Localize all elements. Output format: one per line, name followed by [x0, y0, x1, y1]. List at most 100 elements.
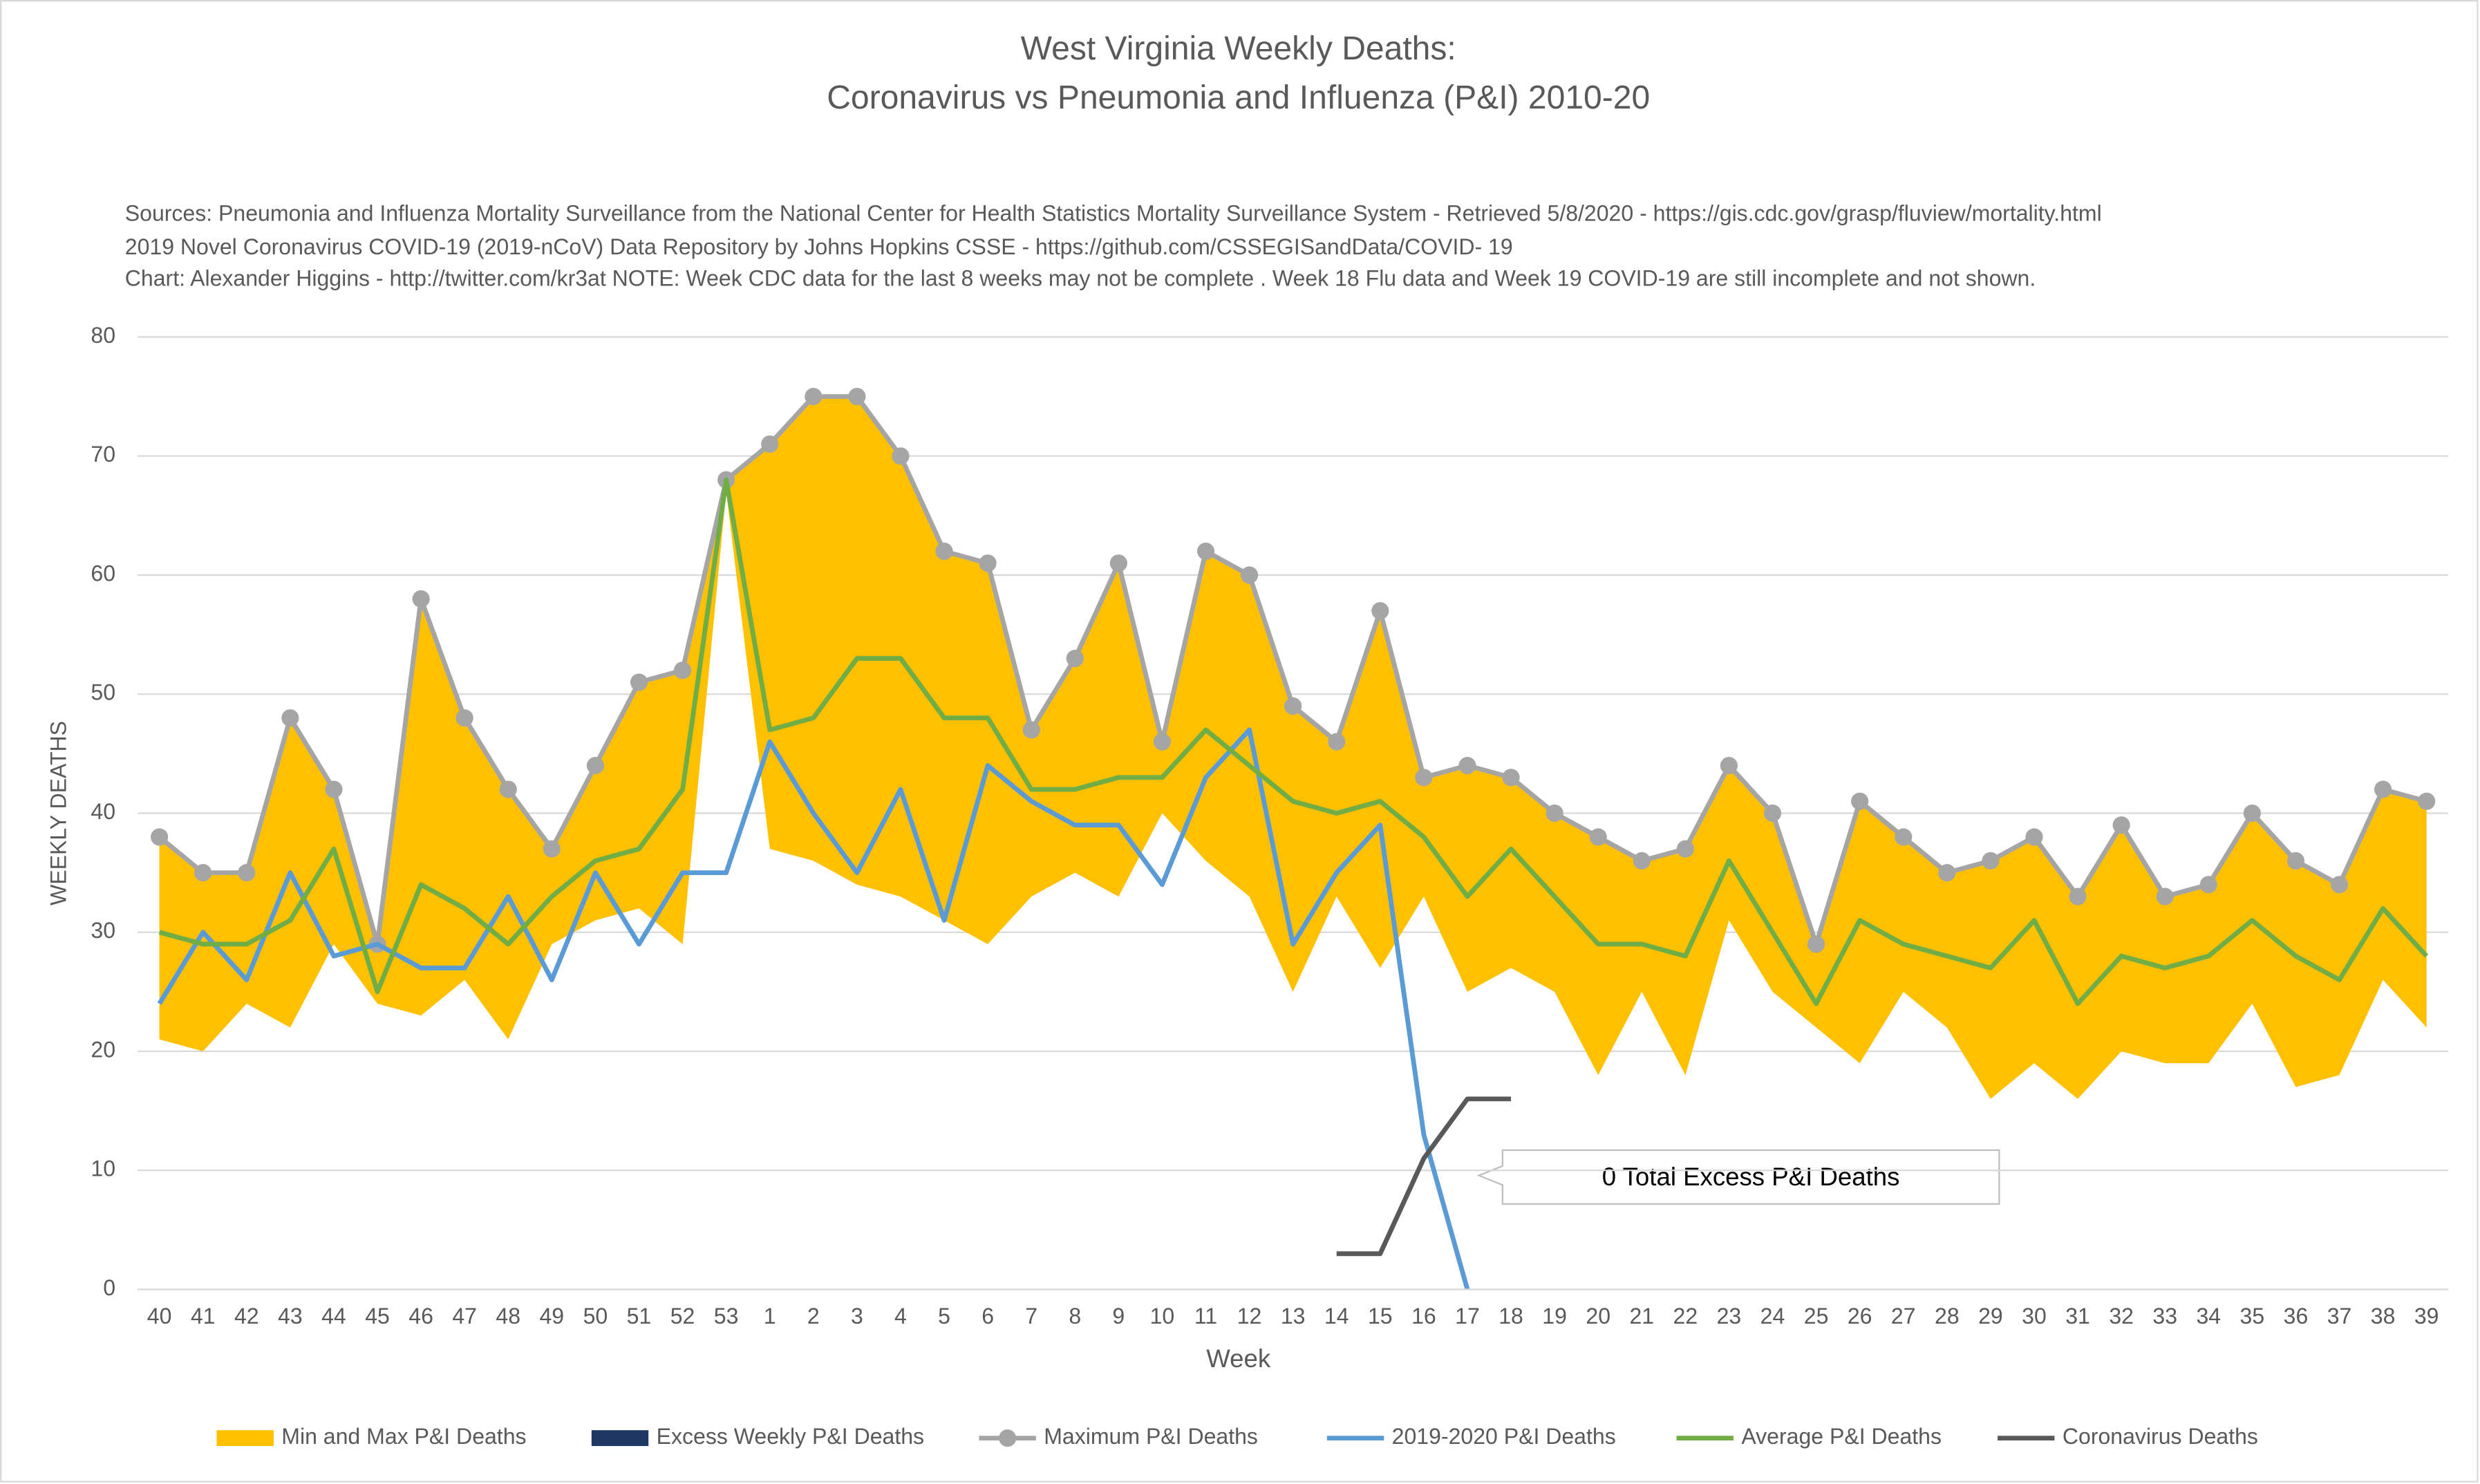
marker: [1458, 757, 1476, 775]
x-tick-label: 38: [2371, 1304, 2396, 1328]
marker: [1807, 935, 1825, 953]
annotation-box: [1476, 1149, 2000, 1205]
legend-label: 2019-2020 P&I Deaths: [1392, 1424, 1616, 1449]
x-tick-label: 52: [670, 1304, 695, 1328]
marker: [892, 447, 910, 465]
marker: [2418, 792, 2436, 810]
marker: [979, 554, 997, 572]
marker: [761, 435, 779, 453]
marker: [1763, 804, 1782, 823]
marker: [325, 780, 343, 798]
x-axis-label: Week: [1206, 1344, 1271, 1373]
y-axis-label: WEEKLY DEATHS: [46, 721, 71, 905]
marker: [2374, 780, 2392, 798]
x-tick-label: 30: [2022, 1304, 2047, 1328]
x-tick-label: 13: [1281, 1304, 1306, 1328]
x-tick-label: 3: [851, 1304, 863, 1328]
x-tick-label: 21: [1629, 1304, 1654, 1328]
line: [158, 477, 2429, 1006]
x-tick-label: 42: [234, 1304, 259, 1328]
marker: [1240, 566, 1259, 584]
legend-label: Average P&I Deaths: [1741, 1424, 1942, 1449]
x-tick-label: 31: [2065, 1304, 2090, 1328]
x-tick-label: 10: [1150, 1304, 1175, 1328]
x-tick-label: 6: [981, 1304, 994, 1328]
chart-subtitle: 2019 Novel Coronavirus COVID-19 (2019-nC…: [125, 234, 1513, 259]
chart-title: Coronavirus vs Pneumonia and Influenza (…: [827, 79, 1650, 116]
marker: [2286, 852, 2305, 870]
line: [157, 727, 1470, 1290]
x-tick-label: 36: [2284, 1304, 2309, 1328]
y-tick-label: 50: [91, 680, 115, 705]
marker: [2156, 887, 2174, 905]
y-tick-label: 10: [91, 1156, 115, 1181]
chart-subtitle: Sources: Pneumonia and Influenza Mortali…: [125, 201, 2102, 226]
x-tick-label: 18: [1499, 1304, 1523, 1328]
marker: [630, 673, 648, 691]
marker: [1895, 828, 1913, 846]
x-tick-label: 23: [1717, 1304, 1742, 1328]
line: [1336, 1096, 1512, 1257]
x-tick-label: 47: [452, 1304, 477, 1328]
y-tick-label: 0: [103, 1275, 115, 1300]
marker: [1328, 733, 1346, 751]
legend-label: Maximum P&I Deaths: [1044, 1424, 1258, 1449]
marker: [586, 757, 604, 775]
marker: [2243, 804, 2261, 823]
y-tick-label: 30: [91, 918, 115, 943]
x-tick-label: 32: [2109, 1304, 2134, 1328]
x-tick-label: 22: [1673, 1304, 1698, 1328]
x-tick-label: 41: [191, 1304, 216, 1328]
y-tick-label: 20: [91, 1037, 115, 1062]
marker: [1720, 757, 1738, 775]
marker: [805, 388, 823, 406]
x-tick-label: 11: [1194, 1304, 1217, 1328]
marker: [1196, 542, 1215, 561]
x-tick-label: 14: [1324, 1304, 1349, 1328]
marker: [412, 590, 430, 608]
x-tick-label: 34: [2196, 1304, 2221, 1328]
x-tick-label: 24: [1760, 1304, 1785, 1328]
marker: [1589, 828, 1607, 846]
marker: [1284, 697, 1302, 715]
x-tick-label: 48: [496, 1304, 520, 1328]
marker: [2069, 887, 2087, 905]
x-tick-label: 28: [1935, 1304, 1960, 1328]
y-tick-label: 80: [91, 323, 115, 348]
marker: [1982, 852, 2000, 870]
x-tick-label: 15: [1368, 1304, 1393, 1328]
x-tick-label: 29: [1978, 1304, 2003, 1328]
marker: [1109, 554, 1127, 572]
legend-label: Coronavirus Deaths: [2063, 1424, 2258, 1449]
marker: [238, 864, 256, 882]
marker: [455, 709, 473, 727]
x-tick-label: 9: [1112, 1304, 1125, 1328]
marker: [2112, 816, 2130, 834]
marker: [281, 709, 299, 727]
x-tick-label: 20: [1586, 1304, 1610, 1328]
x-tick-label: 44: [321, 1304, 346, 1328]
marker: [1066, 649, 1084, 668]
x-tick-label: 5: [938, 1304, 950, 1328]
marker: [2330, 876, 2349, 894]
x-tick-label: 50: [583, 1304, 608, 1328]
legend-swatch: [591, 1430, 649, 1447]
x-tick-label: 35: [2240, 1304, 2265, 1328]
x-tick-label: 46: [408, 1304, 433, 1328]
x-tick-label: 26: [1848, 1304, 1872, 1328]
x-tick-label: 33: [2152, 1304, 2177, 1328]
marker: [2199, 876, 2217, 894]
x-tick-label: 27: [1891, 1304, 1916, 1328]
x-tick-label: 45: [365, 1304, 390, 1328]
marker: [673, 661, 692, 679]
x-tick-label: 39: [2414, 1304, 2439, 1328]
marker: [1676, 840, 1694, 858]
marker: [151, 828, 169, 846]
x-tick-label: 12: [1237, 1304, 1262, 1328]
marker: [2025, 828, 2043, 846]
y-tick-label: 40: [91, 799, 115, 824]
x-tick-label: 7: [1025, 1304, 1037, 1328]
marker: [543, 840, 561, 858]
